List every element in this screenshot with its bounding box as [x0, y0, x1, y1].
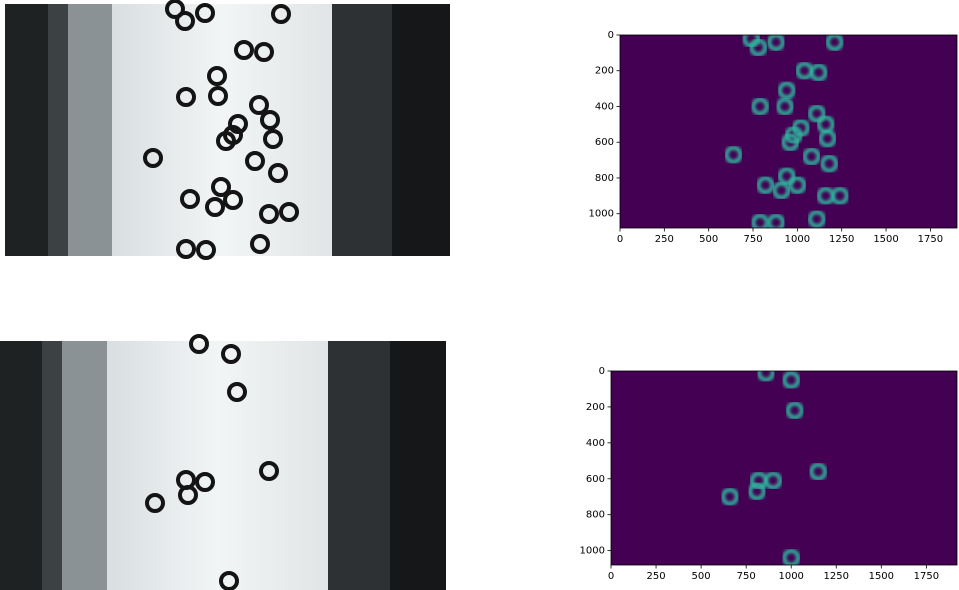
x-tick-label: 1250 — [829, 234, 854, 245]
y-tick-label: 0 — [599, 366, 605, 377]
y-tick-label: 200 — [586, 402, 605, 413]
heatmap-panel: 0 250 500 750 1000 1250 1500 1750 0 200 400 600 800 1… — [580, 366, 957, 582]
x-tick-label: 500 — [699, 234, 718, 245]
x-tick-label: 250 — [647, 571, 666, 582]
x-tick-label: 500 — [692, 571, 711, 582]
x-tick-label: 1500 — [873, 234, 898, 245]
x-tick-label: 750 — [743, 234, 762, 245]
x-tick-label: 250 — [655, 234, 674, 245]
x-tick-label: 0 — [617, 234, 623, 245]
x-tick-label: 1750 — [914, 571, 939, 582]
y-tick-label: 0 — [608, 30, 614, 41]
x-tick-label: 1250 — [824, 571, 849, 582]
photo-bottom — [0, 336, 446, 590]
x-tick-label: 750 — [737, 571, 756, 582]
x-tick-label: 1000 — [785, 234, 810, 245]
x-tick-label: 1500 — [869, 571, 894, 582]
plot-background — [611, 371, 957, 565]
y-tick-label: 800 — [586, 510, 605, 521]
y-tick-label: 200 — [595, 66, 614, 77]
y-tick-label: 800 — [595, 173, 614, 184]
y-tick-label: 600 — [595, 137, 614, 148]
photo-top — [5, 1, 450, 258]
x-tick-label: 1000 — [778, 571, 803, 582]
y-tick-label: 600 — [586, 474, 605, 485]
figure: 0 250 500 750 1000 1250 1500 1750 0 200 400 600 800 1… — [0, 0, 959, 590]
heatmap-panel: 0 250 500 750 1000 1250 1500 1750 0 200 400 600 800 1… — [589, 30, 957, 245]
x-tick-label: 1750 — [918, 234, 943, 245]
y-tick-label: 400 — [586, 438, 605, 449]
y-tick-label: 1000 — [589, 209, 614, 220]
x-tick-label: 0 — [608, 571, 614, 582]
y-tick-label: 1000 — [580, 546, 605, 557]
y-tick-label: 400 — [595, 101, 614, 112]
